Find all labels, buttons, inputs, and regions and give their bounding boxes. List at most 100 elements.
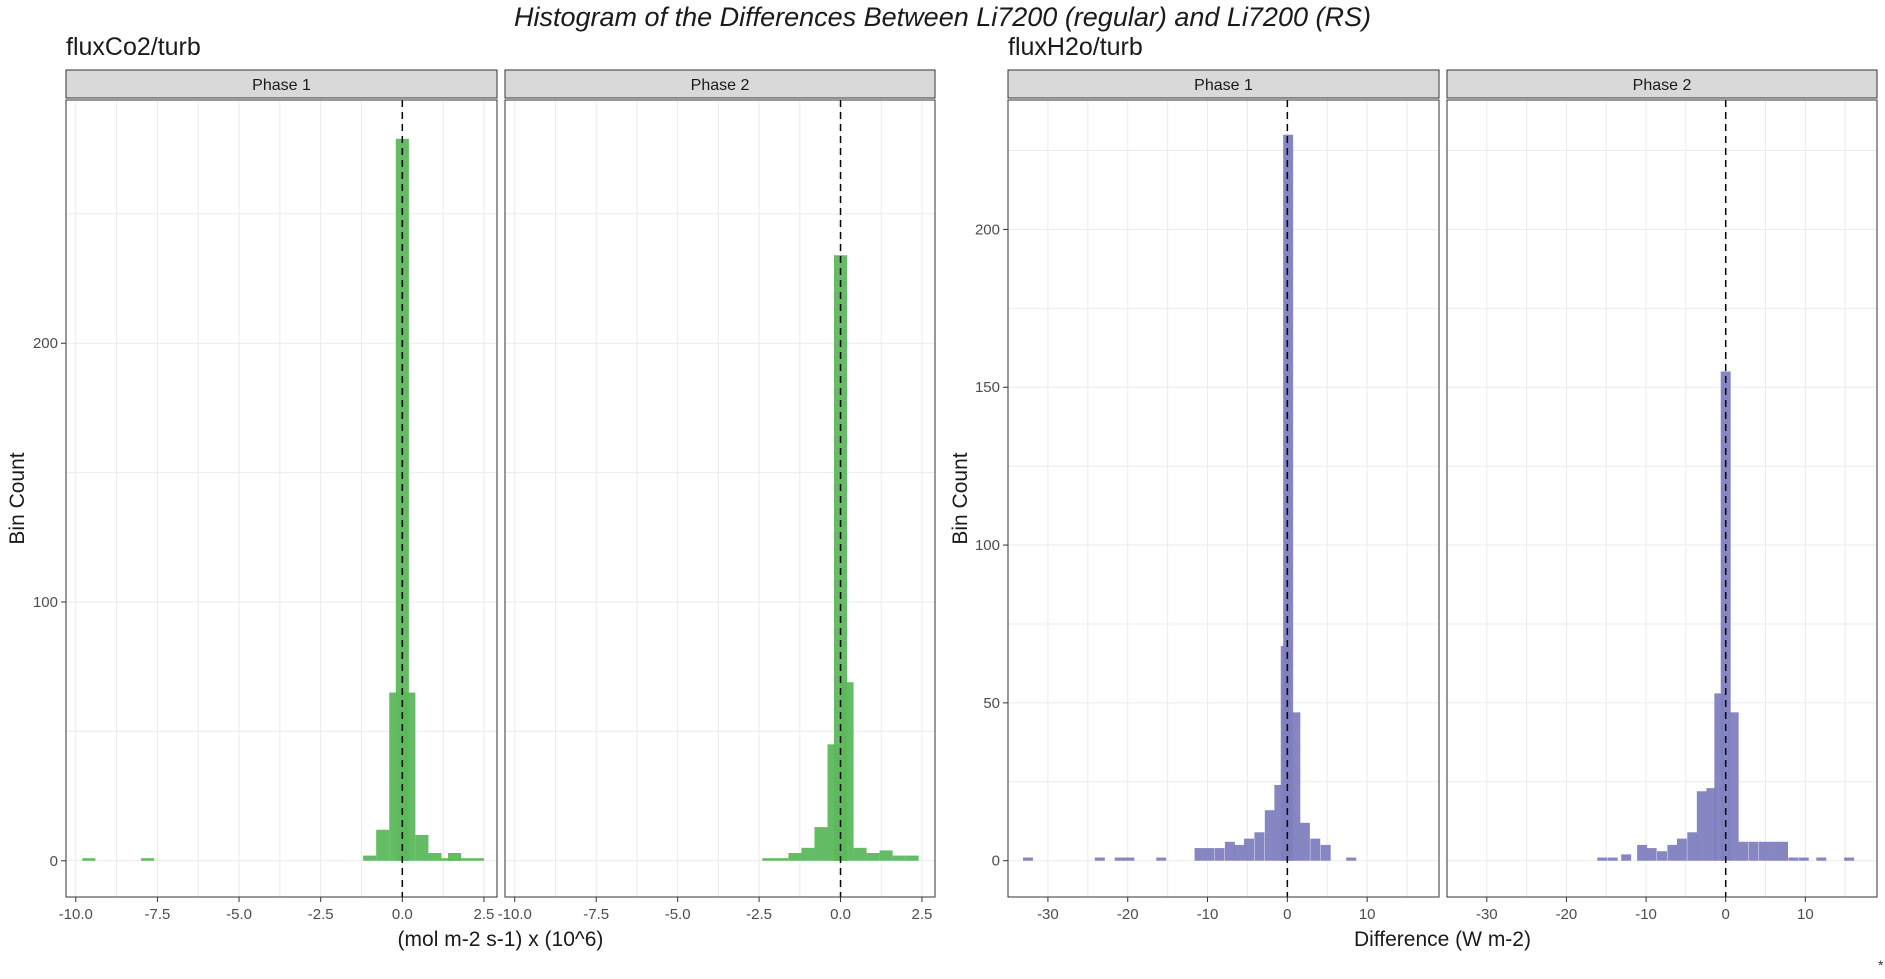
histogram-bar — [1798, 857, 1809, 861]
histogram-bar — [1022, 857, 1033, 861]
histogram-bar — [1778, 841, 1789, 861]
x-tick-label: -7.5 — [144, 906, 170, 923]
histogram-bar — [415, 834, 429, 861]
x-tick-label: -10.0 — [498, 906, 532, 923]
x-tick-label: -20 — [1556, 906, 1578, 923]
x-tick-label: -2.5 — [308, 906, 334, 923]
x-tick-label: 0 — [1722, 906, 1730, 923]
histogram-bar — [448, 853, 462, 861]
x-tick-label: 10 — [1359, 906, 1376, 923]
x-tick-label: -10 — [1197, 906, 1219, 923]
y-axis-title: Bin Count — [949, 452, 972, 544]
x-tick-label: -30 — [1037, 906, 1059, 923]
x-tick-label: -2.5 — [746, 906, 772, 923]
histogram-bar — [363, 855, 377, 861]
facet-strip-label: Phase 1 — [1194, 77, 1253, 94]
y-tick-label: 100 — [975, 537, 1000, 554]
x-tick-label: 0 — [1283, 906, 1291, 923]
histogram-bar — [1290, 712, 1301, 861]
histogram-bar — [853, 847, 867, 861]
histogram-bar — [1714, 693, 1725, 861]
x-tick-label: -10 — [1635, 906, 1657, 923]
co2-subtitle: fluxCo2/turb — [66, 33, 201, 61]
histogram-bar — [1264, 810, 1275, 861]
y-axis-title: Bin Count — [6, 452, 29, 544]
y-tick-label: 200 — [975, 221, 1000, 238]
x-tick-label: -5.0 — [665, 906, 691, 923]
facet-strip-label: Phase 1 — [252, 77, 311, 94]
facet-strip — [504, 69, 936, 99]
facet-strip-label: Phase 2 — [691, 77, 750, 94]
y-tick-label: 50 — [983, 695, 1000, 712]
facet-strip — [65, 69, 498, 99]
histogram-bar — [1156, 857, 1167, 861]
histogram-bar — [1687, 832, 1698, 861]
histogram-bar — [1244, 838, 1255, 861]
panel-border — [1007, 99, 1440, 898]
histogram-bar — [1283, 134, 1294, 861]
histogram-bar — [866, 853, 880, 861]
histogram-bar — [1254, 832, 1265, 861]
histogram-bar — [788, 853, 802, 861]
histogram-bar — [1194, 848, 1205, 861]
histogram-bar — [1621, 854, 1632, 861]
x-tick-label: -7.5 — [583, 906, 609, 923]
histogram-bar — [1607, 857, 1618, 861]
histogram-bar — [470, 858, 484, 861]
y-tick-label: 0 — [50, 853, 58, 870]
histogram-bar — [1738, 841, 1749, 861]
chart-title: Histogram of the Differences Between Li7… — [514, 2, 1371, 32]
x-tick-label: -30 — [1476, 906, 1498, 923]
histogram-bar — [1274, 784, 1285, 861]
histogram-bar — [762, 858, 776, 861]
histogram-bar — [82, 858, 96, 861]
x-tick-label: 2.5 — [912, 906, 933, 923]
histogram-bar — [1597, 857, 1608, 861]
histogram-bar — [1748, 841, 1759, 861]
histogram-bar — [1234, 844, 1245, 861]
histogram-bar — [775, 858, 789, 861]
x-tick-label: 0.0 — [392, 906, 413, 923]
histogram-bar — [1637, 844, 1648, 861]
x-tick-label: -20 — [1117, 906, 1139, 923]
histogram-bar — [402, 692, 416, 861]
histogram-bar — [1224, 841, 1235, 861]
x-tick-label: -10.0 — [59, 906, 93, 923]
histogram-bar — [879, 850, 893, 861]
histogram-bar — [1204, 848, 1215, 861]
histogram-bar — [1299, 822, 1310, 861]
histogram-bar — [1844, 857, 1855, 861]
histogram-bar — [1346, 857, 1357, 861]
histogram-bar — [457, 858, 471, 861]
histogram-bar — [1667, 844, 1678, 861]
histogram-bar — [1768, 841, 1779, 861]
histogram-bar — [1214, 848, 1225, 861]
x-tick-label: 10 — [1797, 906, 1814, 923]
histogram-bar — [1124, 857, 1135, 861]
histogram-bar — [1728, 712, 1739, 861]
x-tick-label: 2.5 — [474, 906, 495, 923]
histogram-bar — [1788, 857, 1799, 861]
histogram-bar — [1758, 841, 1769, 861]
histogram-bar — [141, 858, 155, 861]
footnote-mark: * — [1878, 957, 1884, 973]
histogram-bar — [1696, 791, 1707, 861]
histogram-bar — [1657, 851, 1667, 861]
panel-border — [65, 99, 498, 898]
histogram-bar — [1094, 857, 1105, 861]
facet-strip — [1446, 69, 1878, 99]
y-tick-label: 100 — [33, 594, 58, 611]
x-tick-label: -5.0 — [226, 906, 252, 923]
histogram-bar — [814, 827, 828, 861]
histogram-bar — [428, 853, 442, 861]
panel-border — [1446, 99, 1878, 898]
facet-strip — [1007, 69, 1440, 99]
histogram-bar — [1646, 848, 1657, 861]
histogram-bar — [801, 847, 815, 861]
histogram-bar — [892, 855, 906, 861]
histogram-bar — [376, 829, 390, 861]
panel-border — [504, 99, 936, 898]
x-axis-title: Difference (W m-2) — [1354, 928, 1531, 951]
histogram-bar — [1320, 844, 1331, 861]
